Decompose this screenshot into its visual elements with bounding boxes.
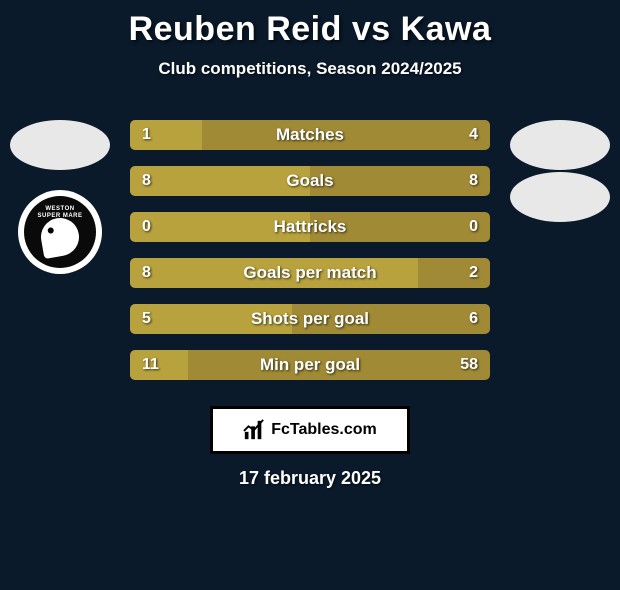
stats-bars: 1Matches48Goals80Hattricks08Goals per ma… [130,120,490,396]
stat-row: 1Matches4 [130,120,490,150]
crest-bird-eye [47,227,54,234]
stat-value-right: 8 [469,166,478,196]
stat-label: Min per goal [130,350,490,380]
player1-club-crest: WESTON SUPER MARE [18,190,102,274]
player2-club-crest [510,172,610,222]
player2-avatar [510,120,610,170]
crest-line1: WESTON [45,206,74,212]
stat-value-right: 58 [460,350,478,380]
player1-avatar [10,120,110,170]
chart-icon [243,419,265,441]
subtitle: Club competitions, Season 2024/2025 [0,59,620,79]
page-title: Reuben Reid vs Kawa [0,10,620,49]
stat-value-right: 4 [469,120,478,150]
stat-value-right: 2 [469,258,478,288]
stat-row: 0Hattricks0 [130,212,490,242]
stat-label: Matches [130,120,490,150]
stat-row: 5Shots per goal6 [130,304,490,334]
stat-value-right: 0 [469,212,478,242]
crest-bird-icon [38,215,82,259]
stat-row: 8Goals per match2 [130,258,490,288]
brand-text: FcTables.com [271,421,377,439]
stat-label: Goals per match [130,258,490,288]
stat-row: 11Min per goal58 [130,350,490,380]
stat-label: Shots per goal [130,304,490,334]
stat-label: Goals [130,166,490,196]
stat-row: 8Goals8 [130,166,490,196]
stat-value-right: 6 [469,304,478,334]
crest-circle: WESTON SUPER MARE [24,196,96,268]
brand-badge: FcTables.com [210,406,410,454]
stat-label: Hattricks [130,212,490,242]
date-label: 17 february 2025 [0,468,620,489]
